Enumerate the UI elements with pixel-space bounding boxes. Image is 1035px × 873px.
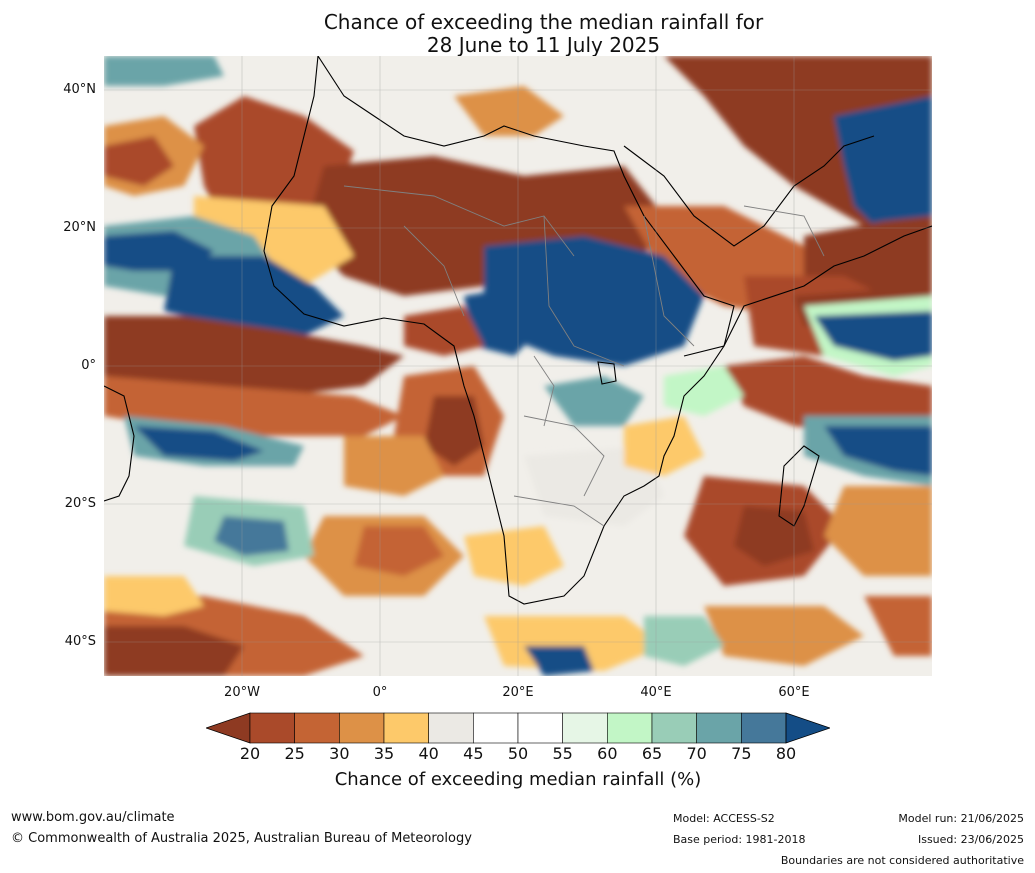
colorbar-extend-low <box>206 712 251 744</box>
footer-model-run: Model run: 21/06/2025 <box>898 812 1024 825</box>
map-title-line2: 28 June to 11 July 2025 <box>426 33 661 57</box>
map-canvas <box>104 56 932 676</box>
lon-label-60e: 60°E <box>778 685 810 700</box>
colorbar-tick-label: 55 <box>552 744 573 763</box>
lat-label-20n: 20°N <box>63 220 96 235</box>
lon-label-40e: 40°E <box>640 685 672 700</box>
map-title-line1: Chance of exceeding the median rainfall … <box>323 10 764 34</box>
colorbar-box <box>651 712 697 744</box>
rainfall-fields <box>104 56 932 676</box>
colorbar-extend-high <box>785 712 830 744</box>
colorbar <box>206 712 830 744</box>
colorbar-tick-label: 30 <box>329 744 350 763</box>
colorbar-box <box>607 712 653 744</box>
colorbar-box <box>562 712 608 744</box>
colorbar-box <box>339 712 385 744</box>
footer-copyright: © Commonwealth of Australia 2025, Austra… <box>11 831 472 846</box>
colorbar-box <box>517 712 563 744</box>
graticule <box>104 56 932 676</box>
footer-model: Model: ACCESS-S2 <box>673 812 775 825</box>
colorbar-box <box>383 712 429 744</box>
rainfall-probability-map <box>104 56 932 676</box>
footer-issued: Issued: 23/06/2025 <box>917 833 1024 846</box>
colorbar-tick-label: 25 <box>284 744 305 763</box>
colorbar-box <box>473 712 519 744</box>
lat-label-40s: 40°S <box>64 634 96 649</box>
colorbar-tick-label: 40 <box>418 744 439 763</box>
colorbar-tick-label: 20 <box>239 744 261 763</box>
colorbar-tick-label: 60 <box>597 744 618 763</box>
country-borders <box>343 185 825 527</box>
footer-boundaries: Boundaries are not considered authoritat… <box>780 854 1024 867</box>
coastlines <box>104 56 932 605</box>
lat-label-40n: 40°N <box>63 82 96 97</box>
colorbar-tick-label: 80 <box>775 744 797 763</box>
colorbar-tick-label: 45 <box>463 744 484 763</box>
colorbar-box <box>741 712 787 744</box>
colorbar-tick-label: 75 <box>731 744 752 763</box>
footer-website: www.bom.gov.au/climate <box>11 810 175 825</box>
lat-label-20s: 20°S <box>64 496 96 511</box>
colorbar-tick-label: 50 <box>507 744 529 763</box>
lon-label-20w: 20°W <box>224 685 260 700</box>
lon-label-20e: 20°E <box>502 685 534 700</box>
colorbar-box <box>294 712 340 744</box>
colorbar-title: Chance of exceeding median rainfall (%) <box>334 769 702 790</box>
colorbar-tick-label: 35 <box>373 744 395 763</box>
lat-label-0: 0° <box>81 358 96 373</box>
footer-base-period: Base period: 1981-2018 <box>673 833 806 846</box>
colorbar-box <box>249 712 295 744</box>
colorbar-tick-label: 65 <box>641 744 663 763</box>
colorbar-box <box>696 712 742 744</box>
lon-label-0: 0° <box>372 685 388 700</box>
colorbar-box <box>428 712 474 744</box>
colorbar-tick-label: 70 <box>686 744 707 763</box>
